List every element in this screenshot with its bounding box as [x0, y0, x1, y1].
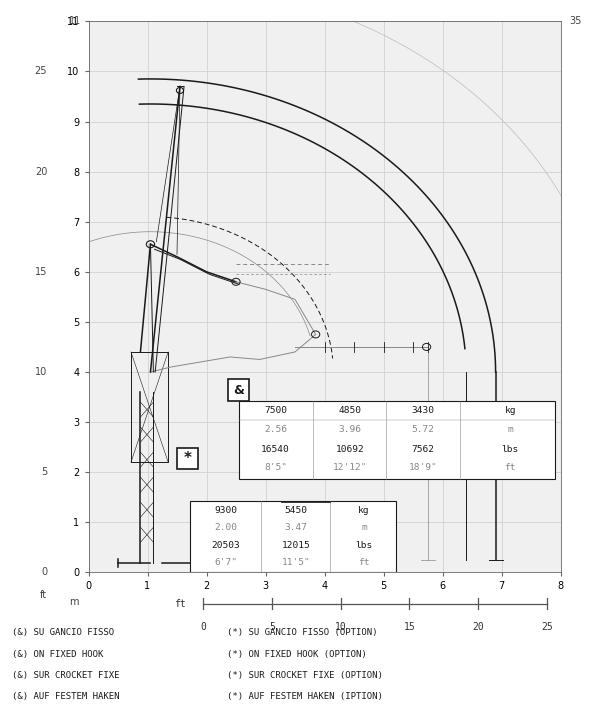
- Text: 3430: 3430: [412, 406, 434, 415]
- Text: lbs: lbs: [355, 541, 373, 550]
- Text: 6'7": 6'7": [214, 558, 237, 567]
- Text: 25: 25: [35, 66, 47, 76]
- Text: 18'9": 18'9": [409, 463, 437, 471]
- Text: (&) ON FIXED HOOK: (&) ON FIXED HOOK: [12, 650, 103, 658]
- Text: &: &: [233, 383, 244, 397]
- Text: 0: 0: [41, 567, 47, 577]
- Text: 11'5": 11'5": [282, 558, 310, 567]
- Text: 2.00: 2.00: [214, 523, 237, 533]
- Text: 5: 5: [269, 622, 275, 632]
- Text: 5450: 5450: [285, 506, 307, 515]
- Text: (*) SU GANCIO FISSO (OPTION): (*) SU GANCIO FISSO (OPTION): [227, 629, 378, 637]
- Text: 2.56: 2.56: [264, 425, 287, 434]
- Text: 3.47: 3.47: [285, 523, 307, 533]
- Text: m: m: [507, 425, 513, 434]
- Text: 3.96: 3.96: [339, 425, 361, 434]
- Text: 7500: 7500: [264, 406, 287, 415]
- Text: *: *: [183, 451, 192, 466]
- Text: 5: 5: [41, 467, 47, 477]
- Text: lbs: lbs: [502, 444, 519, 454]
- Text: 35: 35: [569, 16, 582, 26]
- Text: (*) ON FIXED HOOK (OPTION): (*) ON FIXED HOOK (OPTION): [227, 650, 367, 658]
- Text: 4850: 4850: [339, 406, 361, 415]
- Text: 15: 15: [404, 622, 415, 632]
- Bar: [190, 501, 396, 572]
- Text: 12015: 12015: [282, 541, 310, 550]
- Text: 9300: 9300: [214, 506, 237, 515]
- Text: 20503: 20503: [211, 541, 240, 550]
- Text: 0: 0: [201, 622, 206, 632]
- Text: 10692: 10692: [336, 444, 364, 454]
- Text: ft: ft: [504, 463, 516, 471]
- Text: 20: 20: [472, 622, 484, 632]
- Text: 25: 25: [541, 622, 553, 632]
- Text: m: m: [361, 523, 367, 533]
- Text: (&) SU GANCIO FISSO: (&) SU GANCIO FISSO: [12, 629, 114, 637]
- Text: 11: 11: [69, 16, 81, 26]
- Text: 20: 20: [35, 166, 47, 176]
- Text: 8'5": 8'5": [264, 463, 287, 471]
- Text: m: m: [69, 597, 78, 607]
- Text: 10: 10: [35, 367, 47, 377]
- Text: 7562: 7562: [412, 444, 434, 454]
- Text: ft: ft: [40, 590, 47, 600]
- Text: kg: kg: [504, 406, 516, 415]
- Text: kg: kg: [358, 506, 370, 515]
- Text: ft: ft: [174, 599, 186, 609]
- Text: 12'12": 12'12": [333, 463, 367, 471]
- FancyBboxPatch shape: [177, 448, 198, 469]
- Text: 16540: 16540: [261, 444, 290, 454]
- Text: (&) SUR CROCKET FIXE: (&) SUR CROCKET FIXE: [12, 671, 119, 680]
- Text: (*) SUR CROCKET FIXE (OPTION): (*) SUR CROCKET FIXE (OPTION): [227, 671, 383, 680]
- Text: 15: 15: [35, 267, 47, 277]
- Text: ft: ft: [358, 558, 370, 567]
- Bar: [239, 401, 555, 479]
- Text: 5.72: 5.72: [412, 425, 434, 434]
- Text: 10: 10: [335, 622, 347, 632]
- FancyBboxPatch shape: [228, 380, 249, 400]
- Text: (*) AUF FESTEM HAKEN (IPTION): (*) AUF FESTEM HAKEN (IPTION): [227, 693, 383, 701]
- Text: (&) AUF FESTEM HAKEN: (&) AUF FESTEM HAKEN: [12, 693, 119, 701]
